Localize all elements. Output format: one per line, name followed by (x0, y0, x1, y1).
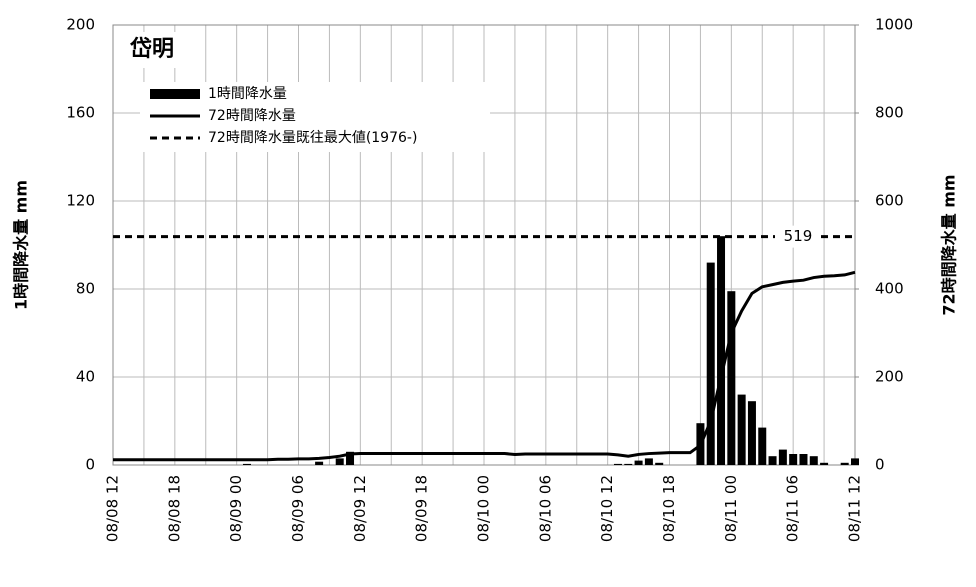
bar (644, 458, 653, 465)
y2-tick-label: 600 (875, 192, 904, 210)
legend-label: 1時間降水量 (208, 86, 287, 102)
bar (799, 454, 808, 465)
x-tick-label: 08/09 06 (289, 475, 307, 542)
bar (655, 462, 664, 465)
bar (778, 449, 787, 465)
y2-tick-label: 200 (875, 368, 904, 386)
x-tick-label: 08/08 18 (165, 475, 183, 542)
y2-axis-title: 72時間降水量 mm (940, 174, 959, 315)
bar (820, 462, 829, 465)
bar (634, 460, 643, 465)
title-bg (122, 32, 190, 68)
y-tick-label: 120 (66, 192, 95, 210)
bar (613, 463, 622, 465)
bar (315, 461, 324, 465)
x-tick-label: 08/10 00 (475, 475, 493, 542)
chart-title: 岱明 (129, 36, 174, 62)
x-tick-label: 08/10 12 (598, 475, 616, 542)
bar (809, 456, 818, 465)
reference-label-bg (775, 225, 821, 248)
bar (789, 454, 798, 465)
bar (706, 262, 715, 465)
x-tick-label: 08/08 12 (104, 475, 122, 542)
bar (737, 394, 746, 465)
bar (624, 463, 633, 465)
x-tick-label: 08/10 06 (536, 475, 554, 542)
y-tick-label: 160 (66, 104, 95, 122)
bar (851, 458, 859, 465)
x-tick-label: 08/11 00 (722, 475, 740, 542)
x-tick-label: 08/10 18 (660, 475, 678, 542)
x-tick-label: 08/11 06 (784, 475, 802, 542)
y-axis-title: 1時間降水量 mm (12, 180, 31, 310)
bar (758, 427, 767, 465)
legend-label: 72時間降水量既往最大値(1976-) (208, 130, 417, 146)
x-tick-label: 08/09 00 (227, 475, 245, 542)
y2-tick-label: 800 (875, 104, 904, 122)
bar (346, 451, 355, 465)
line (113, 270, 856, 462)
x-tick-label: 08/09 18 (413, 475, 431, 542)
plot-frame (112, 24, 856, 466)
y-tick-label: 200 (66, 16, 95, 34)
x-tick-label: 08/11 12 (846, 475, 864, 542)
bar (727, 291, 736, 465)
bar (747, 401, 756, 465)
y-tick-label: 0 (85, 456, 95, 474)
bar (840, 462, 849, 465)
bar (335, 458, 344, 465)
reference-label: 519 (784, 227, 813, 245)
bar (717, 236, 726, 465)
bar (242, 463, 251, 465)
y2-tick-label: 0 (875, 456, 885, 474)
legend-label: 72時間降水量 (208, 108, 296, 124)
bar (768, 456, 777, 465)
x-tick-label: 08/09 12 (351, 475, 369, 542)
y2-tick-label: 400 (875, 280, 904, 298)
y-tick-label: 40 (76, 368, 95, 386)
y-tick-label: 80 (76, 280, 95, 298)
y2-tick-label: 1000 (875, 16, 913, 34)
